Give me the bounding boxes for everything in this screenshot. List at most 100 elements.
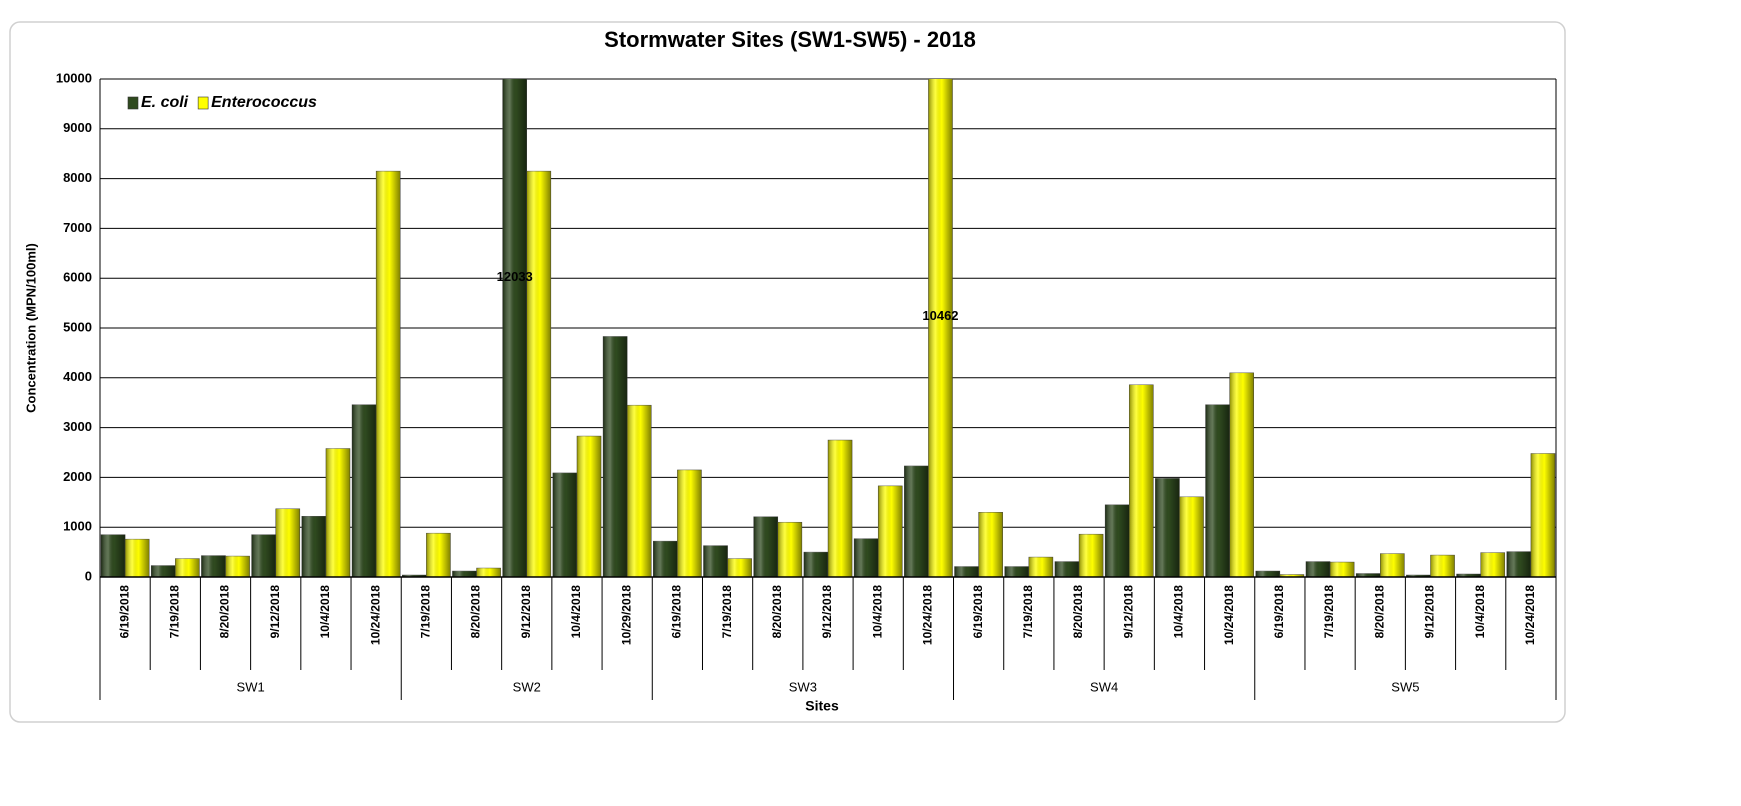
- x-tick-label: 9/12/2018: [519, 585, 533, 639]
- value-label: 10462: [922, 308, 958, 323]
- bar-shade: [653, 541, 678, 577]
- bar-shade: [175, 558, 200, 577]
- bar-shade: [1406, 575, 1431, 577]
- x-tick-label: 10/29/2018: [619, 585, 633, 645]
- bar-shade: [1028, 557, 1053, 577]
- bar-shade: [753, 516, 778, 577]
- x-tick-label: 7/19/2018: [419, 585, 433, 639]
- bar-shade: [978, 512, 1003, 577]
- bar-shade: [1480, 552, 1505, 577]
- y-tick-label: 3000: [63, 419, 92, 434]
- x-tick-label: 8/20/2018: [1372, 585, 1386, 639]
- group-label: SW4: [1090, 679, 1118, 694]
- bar-shade: [101, 534, 126, 577]
- legend-swatch: [127, 96, 139, 110]
- x-tick-label: 6/19/2018: [1272, 585, 1286, 639]
- bar-shade: [502, 79, 527, 578]
- bar-shade: [151, 565, 176, 577]
- x-tick-label: 10/4/2018: [569, 585, 583, 639]
- y-tick-label: 10000: [56, 70, 92, 85]
- y-tick-label: 7000: [63, 220, 92, 235]
- x-tick-label: 8/20/2018: [218, 585, 232, 639]
- legend-swatch: [197, 96, 209, 110]
- x-tick-label: 10/24/2018: [368, 585, 382, 645]
- x-tick-label: 10/4/2018: [870, 585, 884, 639]
- group-label: SW2: [513, 679, 541, 694]
- bar-shade: [275, 508, 300, 577]
- bar-shade: [1129, 384, 1154, 577]
- bar-shade: [904, 465, 929, 577]
- bar-shade: [1530, 453, 1555, 577]
- bar-shade: [777, 522, 802, 577]
- group-label: SW3: [789, 679, 817, 694]
- bar-shade: [1179, 496, 1204, 577]
- y-tick-label: 9000: [63, 120, 92, 135]
- bar-shade: [1205, 404, 1230, 577]
- chart-title: Stormwater Sites (SW1-SW5) - 2018: [604, 27, 976, 52]
- x-tick-label: 9/12/2018: [1121, 585, 1135, 639]
- x-tick-label: 9/12/2018: [268, 585, 282, 639]
- bar-shade: [402, 575, 427, 577]
- x-tick-label: 10/24/2018: [1523, 585, 1537, 645]
- bar-shade: [878, 485, 903, 577]
- bar-shade: [352, 404, 377, 577]
- bar-shade: [1079, 534, 1104, 577]
- x-tick-label: 10/4/2018: [318, 585, 332, 639]
- bar-shade: [1330, 562, 1355, 577]
- x-tick-label: 6/19/2018: [117, 585, 131, 639]
- x-tick-label: 9/12/2018: [820, 585, 834, 639]
- bar-shade: [1054, 561, 1080, 577]
- bar-shade: [703, 545, 728, 577]
- bar-shade: [201, 555, 226, 577]
- y-tick-label: 1000: [63, 519, 92, 534]
- bars: [100, 79, 1556, 578]
- bar-shade: [727, 558, 752, 577]
- bar-shade: [1456, 574, 1481, 577]
- x-tick-label: 10/4/2018: [1473, 585, 1487, 639]
- y-axis-label: Concentration (MPN/100ml): [23, 243, 38, 413]
- bar-shade: [225, 556, 250, 577]
- bar-shade: [125, 539, 150, 577]
- x-tick-label: 10/4/2018: [1172, 585, 1186, 639]
- bar-shade: [1380, 553, 1405, 577]
- x-tick-label: 10/24/2018: [1222, 585, 1236, 645]
- bar-shade: [677, 469, 702, 577]
- bar-shade: [1506, 551, 1531, 577]
- y-tick-label: 6000: [63, 270, 92, 285]
- bar-shade: [1004, 566, 1029, 577]
- bar-shade: [803, 552, 828, 577]
- x-tick-label: 7/19/2018: [1322, 585, 1336, 639]
- x-tick-label: 6/19/2018: [670, 585, 684, 639]
- x-tick-label: 9/12/2018: [1423, 585, 1437, 639]
- bar-shade: [426, 533, 451, 577]
- bar-shade: [476, 568, 501, 577]
- x-tick-label: 7/19/2018: [167, 585, 181, 639]
- x-tick-label: 8/20/2018: [770, 585, 784, 639]
- y-tick-label: 0: [85, 568, 92, 583]
- bar-shade: [552, 472, 577, 577]
- y-tick-label: 8000: [63, 170, 92, 185]
- x-tick-label: 8/20/2018: [1071, 585, 1085, 639]
- bar-shade: [1430, 555, 1455, 577]
- bar-shade: [627, 405, 652, 577]
- bar-shade: [376, 171, 401, 577]
- x-tick-label: 7/19/2018: [1021, 585, 1035, 639]
- y-tick-label: 2000: [63, 469, 92, 484]
- legend-label: E. coli: [141, 94, 189, 111]
- bar-shade: [1105, 504, 1130, 577]
- group-label: SW5: [1391, 679, 1419, 694]
- x-tick-label: 7/19/2018: [720, 585, 734, 639]
- bar-shade: [1356, 573, 1381, 577]
- bar-shade: [954, 566, 979, 577]
- bar-shade: [1155, 478, 1180, 577]
- x-axis-label: Sites: [805, 698, 839, 714]
- x-tick-label: 8/20/2018: [469, 585, 483, 639]
- bar-shade: [854, 538, 879, 577]
- bar-shade: [325, 448, 351, 577]
- bar-shade: [1255, 571, 1280, 577]
- bar-shade: [828, 440, 853, 577]
- bar-shade: [251, 534, 276, 577]
- y-tick-label: 5000: [63, 319, 92, 334]
- bar-shade: [576, 436, 602, 577]
